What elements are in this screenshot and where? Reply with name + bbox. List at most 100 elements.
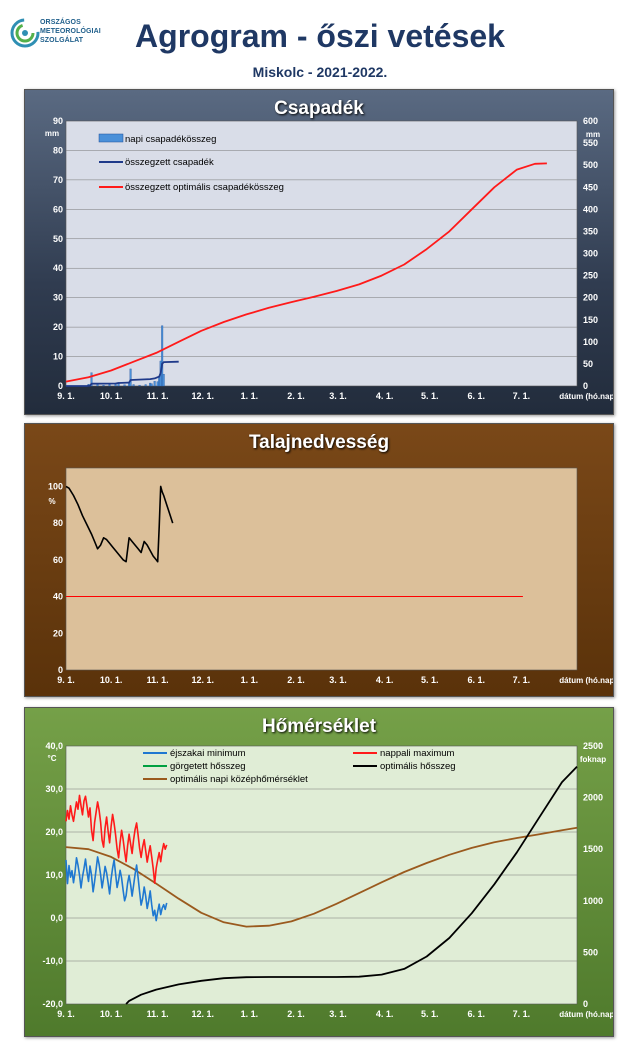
x-tick-label: 9. 1. — [57, 675, 75, 685]
y2-tick-label: 500 — [583, 947, 598, 957]
x-tick-label: 9. 1. — [57, 391, 75, 401]
daily-precip-bar — [123, 384, 126, 387]
soil-moisture-panel: 9. 1. 10. 1. 11. 1. 12. 1. 1. 1. 2. 1. 3. 1. 4.… — [24, 423, 614, 697]
y2-tick-label: 350 — [583, 226, 598, 236]
soil-moisture-chart: 9. 1. 10. 1. 11. 1. 12. 1. 1. 1. 2. 1. 3. 1. 4.… — [48, 467, 613, 685]
precipitation-title: Csapadék — [274, 98, 364, 119]
x-tick-label: 7. 1. — [513, 391, 531, 401]
legend-label: összegzett optimális csapadékösszeg — [125, 182, 284, 193]
page-subtitle: Miskolc - 2021-2022. — [252, 64, 388, 80]
x-tick-label: 3. 1. — [329, 391, 347, 401]
logo-line: METEOROLÓGIAI — [40, 28, 101, 35]
plot-area — [65, 120, 578, 387]
y-tick-label: 20 — [53, 628, 63, 638]
y2-tick-label: 500 — [583, 160, 598, 170]
y-tick-label: 60 — [53, 555, 63, 565]
y-tick-label: 80 — [53, 518, 63, 528]
y2-tick-label: 1000 — [583, 896, 603, 906]
x-tick-label: 10. 1. — [100, 675, 123, 685]
legend-label: napi csapadékösszeg — [125, 134, 216, 145]
x-tick-label: 10. 1. — [100, 391, 123, 401]
temperature-chart: -20,0 -10,0 0,0 10,0 20,0 30,0 40,0 0 500 1000 150… — [42, 741, 613, 1019]
y2-tick-label: 150 — [583, 315, 598, 325]
x-tick-label: 2. 1. — [287, 1009, 305, 1019]
x-axis-label: dátum (hó.nap) — [559, 1010, 613, 1019]
y-tick-label: 20,0 — [45, 827, 63, 837]
x-tick-label: 3. 1. — [329, 675, 347, 685]
y-tick-label: 0 — [58, 665, 63, 675]
y2-tick-label: 250 — [583, 271, 598, 281]
soil-moisture-line — [65, 485, 174, 563]
daily-precip-bar — [90, 372, 93, 387]
precipitation-panel: 0 10 20 30 40 50 60 70 80 90 0 50 100 150 200 250 300 350… — [24, 89, 614, 415]
legend-label: nappali maximum — [380, 748, 455, 759]
x-tick-label: 6. 1. — [468, 1009, 486, 1019]
y-tick-label: 0,0 — [50, 913, 63, 923]
x-tick-label: 4. 1. — [376, 675, 394, 685]
x-tick-label: 5. 1. — [421, 391, 439, 401]
y2-tick-label: 0 — [583, 381, 588, 391]
y-tick-label: 20 — [53, 322, 63, 332]
optimal-precip-line — [65, 162, 547, 383]
legend-label: összegzett csapadék — [125, 157, 214, 168]
x-tick-label: 4. 1. — [376, 1009, 394, 1019]
y-tick-label: 30 — [53, 293, 63, 303]
y-axis-unit: mm — [45, 129, 59, 138]
x-tick-label: 2. 1. — [287, 675, 305, 685]
y-tick-label: 80 — [53, 145, 63, 155]
y2-tick-label: 200 — [583, 293, 598, 303]
y2-tick-label: 450 — [583, 182, 598, 192]
x-tick-label: 10. 1. — [100, 1009, 123, 1019]
omsz-logo-icon — [10, 18, 40, 48]
page-title: Agrogram - őszi vetések — [135, 18, 505, 54]
temperature-title: Hőmérséklet — [261, 716, 377, 737]
x-tick-label: 4. 1. — [376, 391, 394, 401]
y-tick-label: 0 — [58, 381, 63, 391]
daily-precip-bar — [108, 384, 111, 387]
x-tick-label: 11. 1. — [147, 675, 169, 685]
y-tick-label: 50 — [53, 234, 63, 244]
x-axis-label: dátum (hó.nap) — [559, 392, 613, 401]
y-axis-unit: °C — [48, 754, 57, 763]
daily-precip-bar — [132, 384, 135, 387]
y-tick-label: 90 — [53, 116, 63, 126]
x-tick-label: 11. 1. — [147, 1009, 169, 1019]
legend-label: éjszakai minimum — [170, 748, 246, 759]
x-tick-label: 2. 1. — [287, 391, 305, 401]
y2-tick-label: 2000 — [583, 793, 603, 803]
y-tick-label: -10,0 — [42, 956, 63, 966]
cumulative-precip-line — [66, 360, 179, 387]
x-tick-label: 5. 1. — [421, 675, 439, 685]
x-tick-label: 6. 1. — [468, 391, 486, 401]
y-axis-unit: % — [48, 497, 55, 506]
x-axis-label: dátum (hó.nap) — [559, 676, 613, 685]
daily-precip-bar — [138, 384, 141, 387]
optimal-heat-sum-line — [125, 765, 578, 1005]
precipitation-chart: 0 10 20 30 40 50 60 70 80 90 0 50 100 150 200 250 300 350… — [45, 116, 613, 401]
daily-precip-bar — [102, 384, 105, 387]
x-tick-label: 5. 1. — [421, 1009, 439, 1019]
daily-precip-bar — [161, 325, 164, 387]
y2-tick-label: 400 — [583, 204, 598, 214]
legend-swatch — [98, 133, 124, 143]
omsz-logo: ORSZÁGOS METEOROLÓGIAI SZOLGÁLAT — [8, 14, 128, 58]
temperature-panel: -20,0 -10,0 0,0 10,0 20,0 30,0 40,0 0 500 1000 150… — [24, 707, 614, 1037]
y-tick-label: 70 — [53, 175, 63, 185]
y-tick-label: 10 — [53, 352, 63, 362]
legend-label: görgetett hősszeg — [170, 761, 246, 772]
y2-tick-label: 100 — [583, 337, 598, 347]
y-tick-label: 40,0 — [45, 741, 63, 751]
daily-precip-bar — [153, 381, 156, 387]
daily-max-line — [65, 794, 168, 884]
y2-tick-label: 0 — [583, 999, 588, 1009]
y-tick-label: 40 — [53, 592, 63, 602]
x-tick-label: 7. 1. — [513, 675, 531, 685]
x-tick-label: 9. 1. — [57, 1009, 75, 1019]
y2-axis-unit: foknap — [580, 755, 606, 764]
y2-tick-label: 600 — [583, 116, 598, 126]
daily-precip-bar — [150, 383, 153, 387]
soil-moisture-title: Talajnedvesség — [248, 432, 390, 453]
legend-label: optimális napi középhőmérséklet — [170, 774, 308, 785]
x-tick-label: 12. 1. — [192, 675, 215, 685]
x-tick-label: 12. 1. — [192, 391, 215, 401]
